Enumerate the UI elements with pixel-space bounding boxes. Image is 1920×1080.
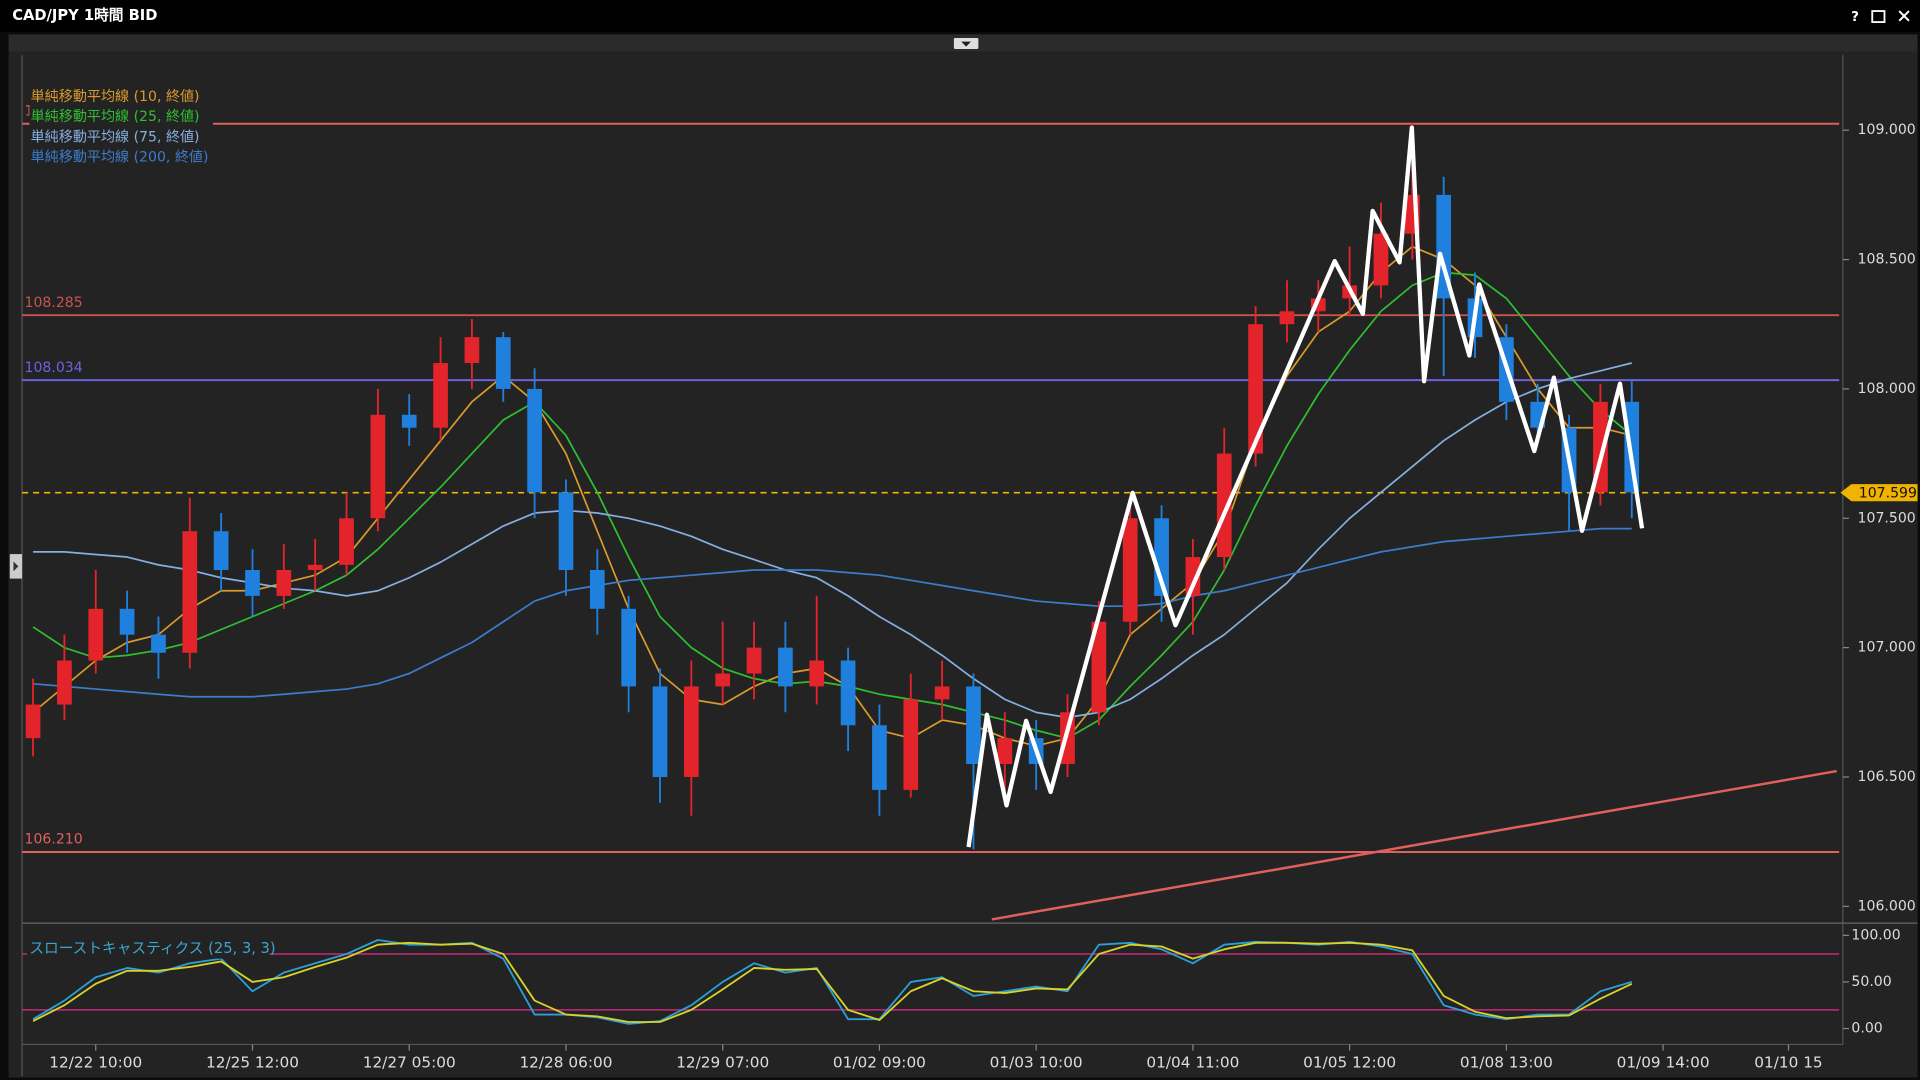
- legend-background: [29, 87, 214, 167]
- x-tick-label: 01/03 10:00: [990, 1053, 1083, 1071]
- candle-body: [88, 608, 104, 661]
- candle-body: [57, 660, 72, 705]
- x-tick-label: 01/10 15: [1754, 1053, 1822, 1071]
- candle-body: [1279, 311, 1295, 325]
- horizontal-line-label: 108.285: [24, 295, 82, 311]
- title-bar: [0, 0, 1920, 32]
- candle-body: [527, 388, 542, 493]
- candle-body: [621, 608, 636, 687]
- horizontal-line-label: 106.210: [24, 832, 82, 848]
- candle-body: [182, 531, 198, 653]
- candle-body: [1091, 621, 1107, 713]
- window-title: CAD/JPY 1時間 BID: [12, 6, 157, 24]
- zigzag-drawing: [966, 125, 1645, 848]
- candle-body: [1373, 233, 1389, 286]
- title-background: [26, 939, 270, 959]
- candle-body: [966, 686, 981, 765]
- y-tick-label: 0.00: [1851, 1020, 1882, 1036]
- y-tick-label: 107.500: [1858, 510, 1916, 526]
- candle-body: [307, 564, 323, 571]
- moving-average-line: [33, 362, 1632, 719]
- candle-body: [433, 363, 448, 428]
- y-tick-label: 100.00: [1851, 927, 1900, 943]
- candle-body: [809, 660, 825, 687]
- moving-average-line: [32, 271, 1633, 740]
- main-chart: 106.000 106.500 107.000 107.500 108.000 108.5…: [22, 103, 1918, 914]
- candle-body: [276, 570, 292, 596]
- x-tick-label: 01/05 12:00: [1303, 1053, 1396, 1071]
- trend-line-drawing: [991, 769, 1837, 921]
- x-tick-label: 01/08 13:00: [1460, 1053, 1553, 1071]
- candle-body: [746, 647, 762, 674]
- x-tick-label: 01/02 09:00: [833, 1053, 926, 1071]
- maximize-button[interactable]: [1871, 10, 1886, 23]
- y-tick-label: 50.00: [1851, 974, 1891, 990]
- collapse-icon: [961, 41, 972, 47]
- candle-body: [25, 704, 41, 739]
- candle-body: [1122, 518, 1138, 622]
- x-tick-label: 12/29 07:00: [676, 1053, 769, 1071]
- x-tick-label: 12/27 05:00: [363, 1053, 456, 1071]
- x-tick-label: 01/09 14:00: [1617, 1053, 1710, 1071]
- y-tick-label: 109.000: [1858, 122, 1916, 138]
- x-tick-label: 12/22 10:00: [49, 1053, 142, 1071]
- candle-body: [997, 738, 1013, 765]
- candle-body: [370, 414, 386, 519]
- last-price-label: 107.599: [1859, 485, 1917, 501]
- candle-body: [151, 634, 166, 653]
- candle-body: [245, 570, 260, 596]
- candle-body: [715, 673, 731, 687]
- candle-body: [872, 725, 887, 790]
- candle-body: [778, 647, 793, 687]
- y-tick-label: 108.000: [1858, 381, 1916, 397]
- last-price-marker: [1840, 484, 1918, 502]
- y-tick-label: 107.000: [1858, 640, 1916, 656]
- x-tick-label: 12/28 06:00: [519, 1053, 612, 1071]
- help-button[interactable]: ?: [1851, 9, 1859, 25]
- y-tick-label: 108.500: [1858, 252, 1916, 268]
- candle-body: [464, 337, 480, 364]
- candle-body: [840, 660, 856, 726]
- x-tick-label: 12/25 12:00: [206, 1053, 299, 1071]
- y-tick-label: 106.500: [1858, 769, 1916, 785]
- candle-body: [934, 686, 950, 700]
- close-button[interactable]: [1898, 10, 1910, 22]
- side-handle-icon: [13, 561, 19, 572]
- candle-body: [903, 699, 919, 790]
- candle-body: [1185, 557, 1201, 596]
- x-tick-label: 01/04 11:00: [1146, 1053, 1239, 1071]
- candle-body: [495, 337, 511, 389]
- candle-body: [1216, 453, 1232, 558]
- stochastic-chart: 0.00 50.00 100.00 スローストキャスティクス (25, 3, 3): [22, 927, 1901, 1036]
- x-axis: 12/22 10:00 12/25 12:00 12/27 05:00 12/28 0…: [49, 1044, 1823, 1071]
- candle-body: [119, 608, 135, 635]
- y-tick-label: 106.000: [1858, 898, 1916, 914]
- moving-average-line: [32, 527, 1632, 698]
- candle-body: [339, 518, 354, 565]
- legend-entry: 単純移動平均線 (25, 終値): [31, 109, 200, 125]
- legend-entry: 単純移動平均線 (75, 終値): [31, 129, 200, 145]
- candle-body: [652, 686, 668, 777]
- legend-entry: 単純移動平均線 (10, 終値): [31, 89, 200, 105]
- stochastic-line: [32, 941, 1633, 1023]
- stochastic-title: スローストキャスティクス (25, 3, 3): [29, 940, 275, 957]
- chart-panel: [8, 51, 1918, 1078]
- candle-body: [401, 414, 417, 428]
- candle-body: [1248, 324, 1263, 454]
- legend: 単純移動平均線 (10, 終値) 単純移動平均線 (25, 終値) 単純移動平均線 …: [29, 87, 214, 167]
- horizontal-line-label: 108.034: [24, 360, 82, 376]
- candle-body: [558, 492, 574, 571]
- candle-body: [213, 531, 229, 571]
- candle-body: [684, 686, 699, 777]
- candle-body: [589, 570, 605, 609]
- legend-entry: 単純移動平均線 (200, 終値): [31, 150, 209, 166]
